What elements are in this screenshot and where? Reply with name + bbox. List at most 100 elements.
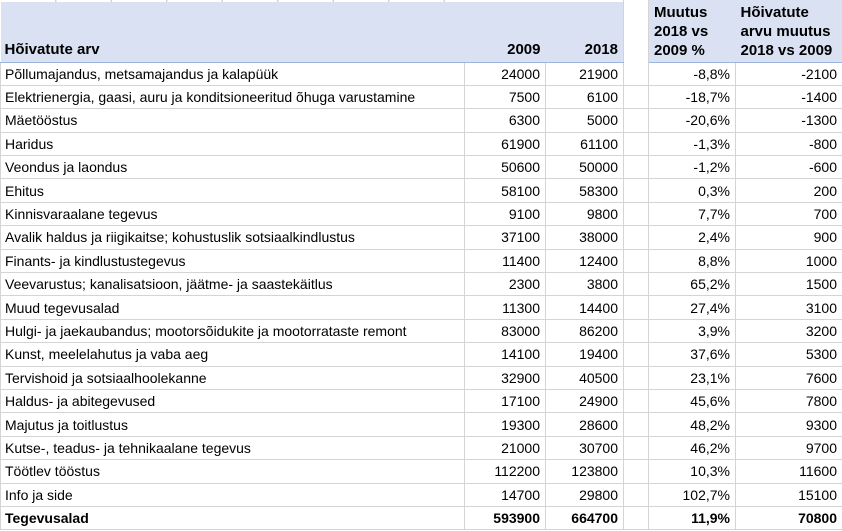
header-cell-muutus-pct[interactable]: Muutus 2018 vs 2009 % xyxy=(648,0,736,63)
value-2009-cell[interactable]: 7500 xyxy=(464,85,546,110)
gap-cell[interactable] xyxy=(623,412,649,437)
value-2009-cell[interactable]: 11400 xyxy=(464,249,546,274)
sector-label-cell[interactable]: Finants- ja kindlustustegevus xyxy=(0,249,465,274)
value-2009-cell[interactable]: 112200 xyxy=(464,459,546,484)
value-2009-cell[interactable]: 14100 xyxy=(464,342,546,367)
value-2009-cell[interactable]: 6300 xyxy=(464,108,546,133)
change-pct-cell[interactable]: 45,6% xyxy=(648,389,736,414)
change-abs-cell[interactable]: 9300 xyxy=(735,412,842,437)
value-2018-cell[interactable]: 5000 xyxy=(545,108,624,133)
change-abs-cell[interactable]: -600 xyxy=(735,155,842,180)
change-pct-cell[interactable]: -8,8% xyxy=(648,62,736,86)
change-abs-cell[interactable]: 11600 xyxy=(735,459,842,484)
gap-cell[interactable] xyxy=(623,108,649,133)
value-2018-cell[interactable]: 3800 xyxy=(545,272,624,297)
change-abs-cell[interactable]: -800 xyxy=(735,132,842,157)
sector-label-cell[interactable]: Info ja side xyxy=(0,483,465,507)
change-abs-cell[interactable]: 3100 xyxy=(735,295,842,320)
value-2009-cell[interactable]: 593900 xyxy=(464,505,546,531)
value-2009-cell[interactable]: 37100 xyxy=(464,225,546,250)
value-2018-cell[interactable]: 12400 xyxy=(545,249,624,274)
value-2018-cell[interactable]: 30700 xyxy=(545,436,624,461)
value-2009-cell[interactable]: 50600 xyxy=(464,155,546,180)
change-pct-cell[interactable]: 37,6% xyxy=(648,342,736,367)
gap-cell[interactable] xyxy=(623,249,649,274)
sector-label-cell[interactable]: Elektrienergia, gaasi, auru ja konditsio… xyxy=(0,85,465,110)
value-2018-cell[interactable]: 50000 xyxy=(545,155,624,180)
sector-label-cell[interactable]: Mäetööstus xyxy=(0,108,465,133)
change-pct-cell[interactable]: 65,2% xyxy=(648,272,736,297)
change-abs-cell[interactable]: 15100 xyxy=(735,483,842,507)
change-abs-cell[interactable]: 9700 xyxy=(735,436,842,461)
gap-cell[interactable] xyxy=(623,436,649,461)
header-cell-arvu-muutus[interactable]: Hõivatute arvu muutus 2018 vs 2009 xyxy=(735,0,842,63)
change-pct-cell[interactable]: 3,9% xyxy=(648,319,736,344)
sector-label-cell[interactable]: Haldus- ja abitegevused xyxy=(0,389,465,414)
change-abs-cell[interactable]: 1500 xyxy=(735,272,842,297)
change-abs-cell[interactable]: -1400 xyxy=(735,85,842,110)
value-2018-cell[interactable]: 28600 xyxy=(545,412,624,437)
change-abs-cell[interactable]: 3200 xyxy=(735,319,842,344)
gap-cell[interactable] xyxy=(623,85,649,110)
value-2009-cell[interactable]: 83000 xyxy=(464,319,546,344)
change-pct-cell[interactable]: 7,7% xyxy=(648,202,736,227)
value-2009-cell[interactable]: 14700 xyxy=(464,483,546,507)
change-pct-cell[interactable]: 11,9% xyxy=(648,505,736,531)
value-2009-cell[interactable]: 24000 xyxy=(464,62,546,86)
gap-cell[interactable] xyxy=(623,272,649,297)
sector-label-cell[interactable]: Haridus xyxy=(0,132,465,157)
change-abs-cell[interactable]: 7800 xyxy=(735,389,842,414)
value-2018-cell[interactable]: 21900 xyxy=(545,62,624,86)
change-pct-cell[interactable]: -1,3% xyxy=(648,132,736,157)
header-cell-hoivatute-arv[interactable]: Hõivatute arv xyxy=(0,0,465,63)
change-abs-cell[interactable]: 7600 xyxy=(735,366,842,390)
change-pct-cell[interactable]: 0,3% xyxy=(648,178,736,203)
change-pct-cell[interactable]: 23,1% xyxy=(648,366,736,390)
sector-label-cell[interactable]: Ehitus xyxy=(0,178,465,203)
sector-label-cell[interactable]: Hulgi- ja jaekaubandus; mootorsõidukite … xyxy=(0,319,465,344)
gap-cell[interactable] xyxy=(623,366,649,390)
gap-cell[interactable] xyxy=(623,459,649,484)
gap-cell[interactable] xyxy=(623,62,649,86)
value-2018-cell[interactable]: 19400 xyxy=(545,342,624,367)
sector-label-cell[interactable]: Muud tegevusalad xyxy=(0,295,465,320)
value-2018-cell[interactable]: 61100 xyxy=(545,132,624,157)
value-2018-cell[interactable]: 6100 xyxy=(545,85,624,110)
sector-label-cell[interactable]: Kinnisvaraalane tegevus xyxy=(0,202,465,227)
gap-cell[interactable] xyxy=(623,132,649,157)
gap-cell[interactable] xyxy=(623,178,649,203)
value-2009-cell[interactable]: 19300 xyxy=(464,412,546,437)
gap-cell[interactable] xyxy=(623,295,649,320)
gap-cell[interactable] xyxy=(623,505,649,531)
change-abs-cell[interactable]: 1000 xyxy=(735,249,842,274)
change-abs-cell[interactable]: 70800 xyxy=(735,505,842,531)
header-cell-2009[interactable]: 2009 xyxy=(464,0,546,63)
change-pct-cell[interactable]: -18,7% xyxy=(648,85,736,110)
change-pct-cell[interactable]: 2,4% xyxy=(648,225,736,250)
sector-label-cell[interactable]: Veondus ja laondus xyxy=(0,155,465,180)
value-2009-cell[interactable]: 32900 xyxy=(464,366,546,390)
change-pct-cell[interactable]: 48,2% xyxy=(648,412,736,437)
change-pct-cell[interactable]: 27,4% xyxy=(648,295,736,320)
sector-label-cell[interactable]: Põllumajandus, metsamajandus ja kalapüük xyxy=(0,62,465,86)
sector-label-cell[interactable]: Kunst, meelelahutus ja vaba aeg xyxy=(0,342,465,367)
change-abs-cell[interactable]: -1300 xyxy=(735,108,842,133)
header-gap-cell[interactable] xyxy=(623,0,649,62)
change-abs-cell[interactable]: -2100 xyxy=(735,62,842,86)
gap-cell[interactable] xyxy=(623,225,649,250)
sector-label-cell[interactable]: Tegevusalad xyxy=(0,505,465,531)
sector-label-cell[interactable]: Veevarustus; kanalisatsioon, jäätme- ja … xyxy=(0,272,465,297)
change-abs-cell[interactable]: 700 xyxy=(735,202,842,227)
change-pct-cell[interactable]: 8,8% xyxy=(648,249,736,274)
sector-label-cell[interactable]: Tervishoid ja sotsiaalhoolekanne xyxy=(0,366,465,390)
change-pct-cell[interactable]: -20,6% xyxy=(648,108,736,133)
sector-label-cell[interactable]: Majutus ja toitlustus xyxy=(0,412,465,437)
value-2009-cell[interactable]: 21000 xyxy=(464,436,546,461)
value-2018-cell[interactable]: 86200 xyxy=(545,319,624,344)
value-2018-cell[interactable]: 38000 xyxy=(545,225,624,250)
value-2009-cell[interactable]: 11300 xyxy=(464,295,546,320)
value-2018-cell[interactable]: 14400 xyxy=(545,295,624,320)
change-pct-cell[interactable]: 10,3% xyxy=(648,459,736,484)
value-2009-cell[interactable]: 9100 xyxy=(464,202,546,227)
sector-label-cell[interactable]: Töötlev tööstus xyxy=(0,459,465,484)
